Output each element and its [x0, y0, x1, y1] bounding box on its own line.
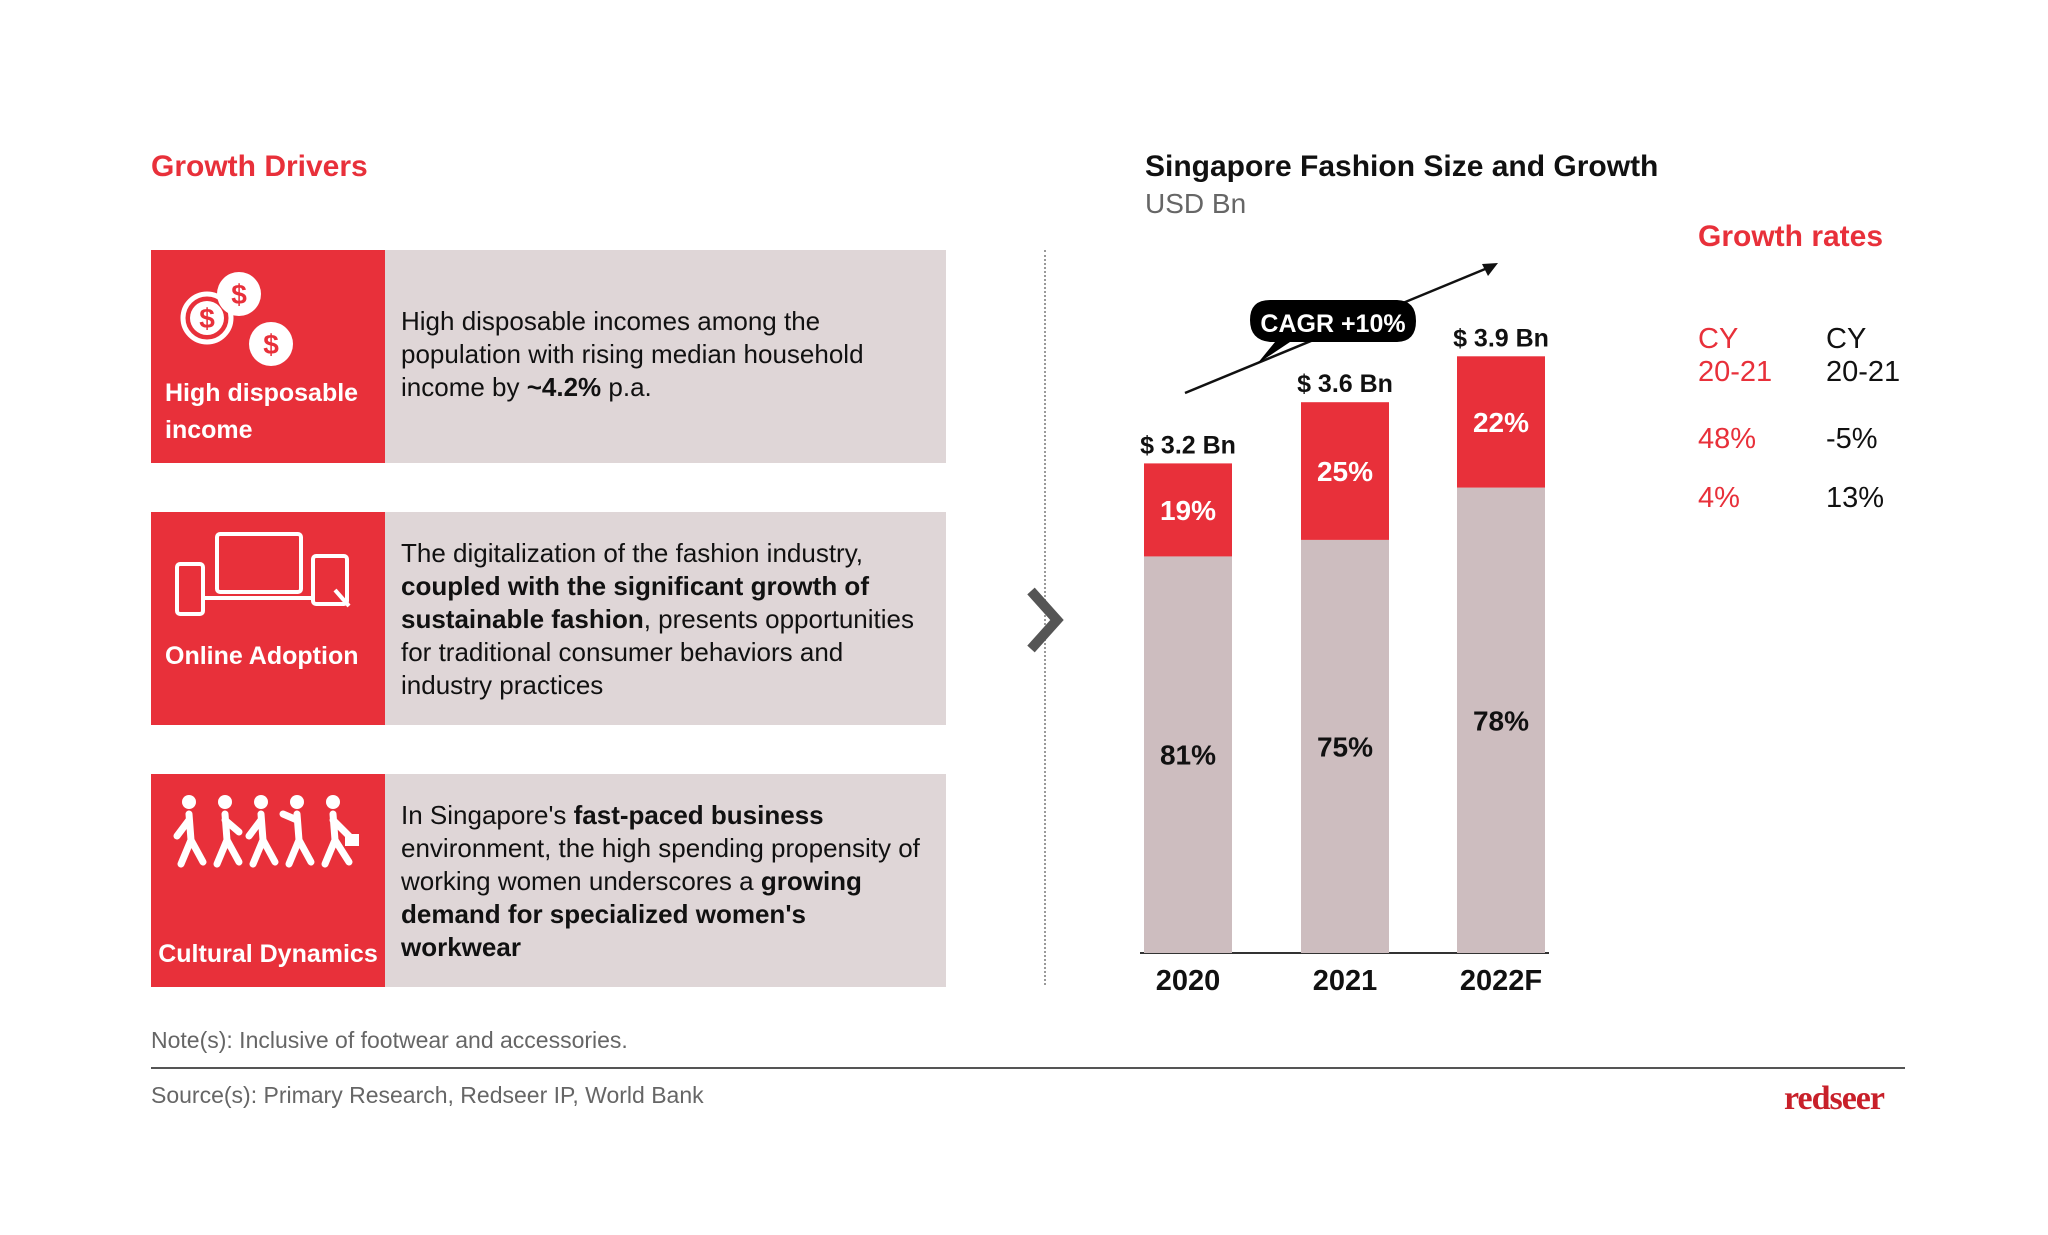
growth-drivers-title: Growth Drivers [151, 150, 368, 183]
bar-segment-base [1457, 487, 1545, 953]
emphasis-text: growing demand for specialized women's w… [401, 866, 862, 962]
segment-label: 19% [1160, 495, 1216, 526]
x-tick-label: 2020 [1156, 965, 1221, 997]
growth-rates-title: Growth rates [1698, 220, 1884, 253]
driver-label: Cultural Dynamics [158, 940, 378, 968]
segment-label: 81% [1160, 740, 1216, 771]
driver-label: High disposable income [165, 379, 359, 444]
growth-col2-header: CY 20-21 [1826, 323, 1901, 388]
svg-text:$: $ [263, 329, 279, 360]
source-note: Source(s): Primary Research, Redseer IP,… [151, 1082, 704, 1108]
growth-col1-header: CY 20-21 [1698, 323, 1773, 388]
growth-value: 48% [1698, 423, 1757, 455]
chart-subtitle: USD Bn [1145, 188, 1247, 219]
money-coins-icon: $ $ $ [180, 272, 293, 366]
segment-label: 78% [1473, 705, 1529, 736]
chevron-right-icon [1027, 587, 1064, 653]
growth-value: 13% [1826, 482, 1885, 514]
driver-label: Online Adoption [165, 642, 359, 670]
arrow-head-icon [1482, 263, 1498, 276]
description-text: environment, the high spending propensit… [401, 833, 920, 896]
driver-description: High disposable incomes among the popula… [401, 305, 931, 404]
cagr-label: CAGR +10% [1260, 310, 1405, 338]
total-label: $ 3.6 Bn [1297, 370, 1393, 398]
driver-card-cultural: Cultural Dynamics In Singapore's fast-pa… [151, 774, 946, 987]
redseer-logo: redseer [1784, 1080, 1885, 1117]
emphasis-text: coupled with the significant growth of s… [401, 571, 869, 634]
bar-segment-base [1301, 539, 1389, 953]
total-label: $ 3.9 Bn [1453, 324, 1549, 352]
description-text: p.a. [601, 372, 652, 402]
driver-card-online: Online Adoption The digitalization of th… [151, 512, 946, 725]
description-text: In Singapore's [401, 800, 574, 830]
description-text: The digitalization of the fashion indust… [401, 538, 864, 568]
cagr-bubble [1250, 300, 1416, 364]
bar-segment-top [1457, 356, 1545, 488]
description-text: High disposable incomes among the popula… [401, 306, 864, 402]
emphasis-text: fast-paced business [573, 800, 824, 830]
x-tick-label: 2022F [1460, 965, 1542, 997]
x-tick-label: 2021 [1313, 965, 1378, 997]
growth-value: -5% [1826, 423, 1878, 455]
chart-title: Singapore Fashion Size and Growth [1145, 150, 1659, 183]
bar-segment-top [1144, 463, 1232, 557]
bar-segment-top [1301, 402, 1389, 540]
svg-text:$: $ [231, 279, 247, 310]
devices-icon [175, 532, 351, 616]
footer-divider [151, 1067, 1905, 1069]
growth-value: 4% [1698, 482, 1740, 514]
description-text: , presents opportunities for traditional… [401, 604, 915, 700]
segment-label: 25% [1317, 456, 1373, 487]
segment-label: 22% [1473, 407, 1529, 438]
bar-segment-base [1144, 556, 1232, 953]
driver-description: In Singapore's fast-paced business envir… [401, 799, 931, 964]
working-people-icon [173, 795, 359, 868]
total-label: $ 3.2 Bn [1140, 431, 1236, 459]
segment-label: 75% [1317, 731, 1373, 762]
stacked-bar-chart: 81% 19% $ 3.2 Bn 2020 75% 25% $ 3.6 Bn 2021 78% 2… [1140, 263, 1549, 997]
emphasis-text: ~4.2% [526, 372, 602, 402]
svg-text:$: $ [199, 303, 215, 334]
driver-card-income: $ $ $ High disposable income High disposab… [151, 250, 946, 463]
section-divider [1044, 250, 1046, 985]
driver-description: The digitalization of the fashion indust… [401, 537, 931, 702]
footnote: Note(s): Inclusive of footwear and acces… [151, 1027, 628, 1053]
